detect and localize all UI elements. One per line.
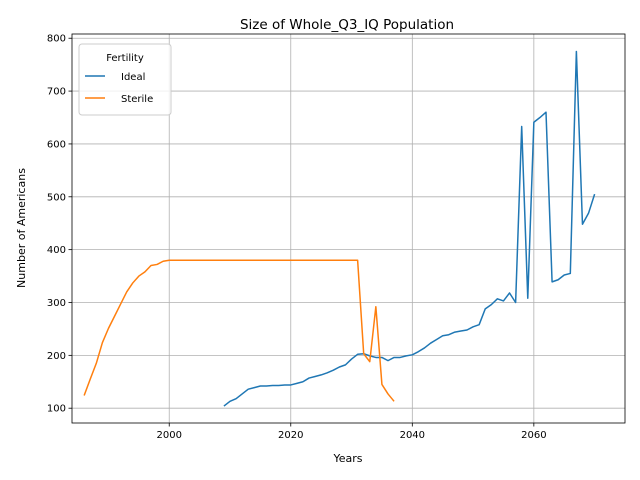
y-tick-label: 200 bbox=[47, 351, 66, 362]
y-tick-label: 300 bbox=[47, 298, 66, 309]
chart-title: Size of Whole_Q3_IQ Population bbox=[240, 17, 454, 33]
x-tick-label: 2020 bbox=[278, 430, 303, 441]
x-tick-label: 2060 bbox=[521, 430, 546, 441]
y-tick-label: 600 bbox=[47, 139, 66, 150]
legend-label-sterile: Sterile bbox=[121, 94, 153, 105]
ticks: 2000 2020 2040 2060 100 200 300 400 500 600 700 800 bbox=[47, 34, 547, 441]
y-tick-label: 500 bbox=[47, 192, 66, 203]
legend-label-ideal: Ideal bbox=[121, 72, 145, 83]
x-axis-label: Years bbox=[332, 452, 362, 465]
y-tick-label: 100 bbox=[47, 404, 66, 415]
legend: Fertility Ideal Sterile bbox=[78, 43, 172, 116]
series-line-sterile bbox=[83, 259, 395, 402]
y-axis-label: Number of Americans bbox=[15, 168, 28, 288]
y-tick-label: 700 bbox=[47, 87, 66, 98]
series-lines bbox=[83, 50, 596, 407]
series-line-ideal bbox=[223, 50, 596, 407]
x-tick-label: 2040 bbox=[400, 430, 425, 441]
y-tick-label: 800 bbox=[47, 34, 66, 45]
y-tick-label: 400 bbox=[47, 245, 66, 256]
legend-title: Fertility bbox=[106, 53, 144, 64]
x-tick-label: 2000 bbox=[157, 430, 182, 441]
plot-frame bbox=[71, 33, 626, 424]
